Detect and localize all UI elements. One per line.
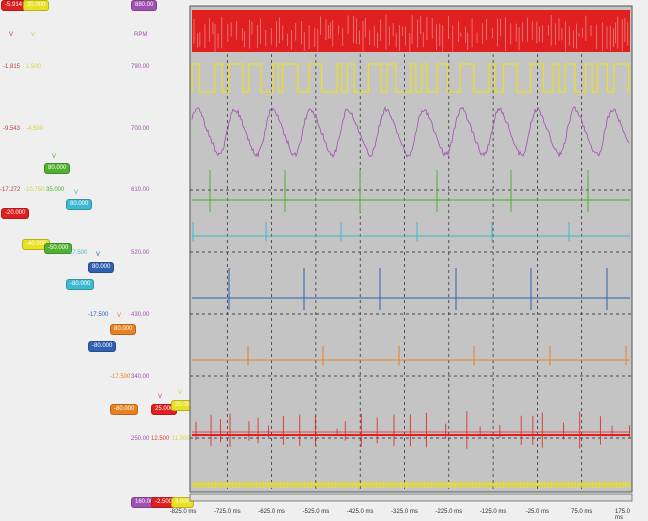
unit-label: V [9,32,14,38]
scale-value: 610.00 [131,187,150,193]
red-trace-band [192,10,630,52]
x-tick-label: -725.0 ms [213,509,241,515]
scale-value: 35.000 [46,187,65,193]
green-scale-bottom[interactable]: -50.000 [44,243,73,254]
cyan-scale-top[interactable]: 80.000 [66,199,93,210]
yellow-scale-top[interactable]: 20.000 [23,0,50,11]
scale-value: -10.750 [24,187,45,193]
scale-value: -17.500 [88,312,109,318]
scale-value: 520.00 [131,250,150,256]
green-scale-top[interactable]: 80.000 [44,163,71,174]
green-trace [192,170,630,212]
scale-value: -17.500 [110,374,131,380]
x-tick-label: -525.0 ms [302,509,330,515]
purple-trace [191,105,630,159]
unit-label: V [178,390,183,396]
scale-value: 11.500 [172,436,190,442]
scale-value: 430.00 [131,312,150,318]
purple-scale-top[interactable]: 880.00 [131,0,158,11]
unit-label: V [52,154,57,160]
cyan-scale-bottom[interactable]: -80.000 [66,279,95,290]
scale-value: -1.815 [3,64,21,70]
x-tick-label: 75.0 ms [571,509,593,515]
orange-trace [192,346,630,366]
x-tick-label: -625.0 ms [258,509,285,515]
scale-value: 1.500 [26,64,42,70]
blue-trace [192,268,630,310]
scale-value: 790.00 [131,64,150,70]
scale-value: -17.272 [0,187,21,193]
scale-value: -4.500 [26,126,44,132]
blue-scale-bottom[interactable]: -80.000 [88,341,117,352]
time-scrollbar[interactable] [189,493,633,502]
x-tick-label: -325.0 ms [391,509,418,515]
unit-label: V [96,252,101,258]
red2-trace [192,411,631,449]
scale-value: -17.500 [67,250,88,256]
yellow2-trace [192,482,630,488]
scale-value: 250.00 [131,436,150,442]
x-tick-label: -25.0 ms [525,509,550,515]
x-tick-label: -425.0 ms [346,509,374,515]
scale-value: 700.00 [131,126,150,132]
blue-scale-top[interactable]: 80.000 [88,262,115,273]
scale-value: -9.543 [3,126,21,132]
red-scale-bottom[interactable]: -20.000 [1,208,30,219]
red-trace [193,14,629,52]
yellow2-scale-bottom[interactable]: 3.000 [171,497,195,508]
unit-label: V [117,313,122,319]
orange-scale-bottom[interactable]: -80.000 [110,404,139,415]
cyan-trace [192,222,630,242]
red2-baseline [192,434,630,436]
scale-value: 12.500 [151,436,170,442]
x-tick-label: -825.0 ms [169,509,197,515]
unit-label: V [74,190,79,196]
x-tick-label: -125.0 ms [479,509,507,515]
unit-label: RPM [134,32,148,38]
waveform-plot[interactable] [188,4,634,504]
yellow-trace [191,63,630,93]
scale-value: 340.00 [131,374,150,380]
orange-scale-top[interactable]: 80.000 [110,324,137,335]
unit-label: V [31,32,36,38]
unit-label: V [158,394,163,400]
x-tick-label: -225.0 ms [435,509,463,515]
x-tick-label: 175.0 ms [615,509,631,521]
